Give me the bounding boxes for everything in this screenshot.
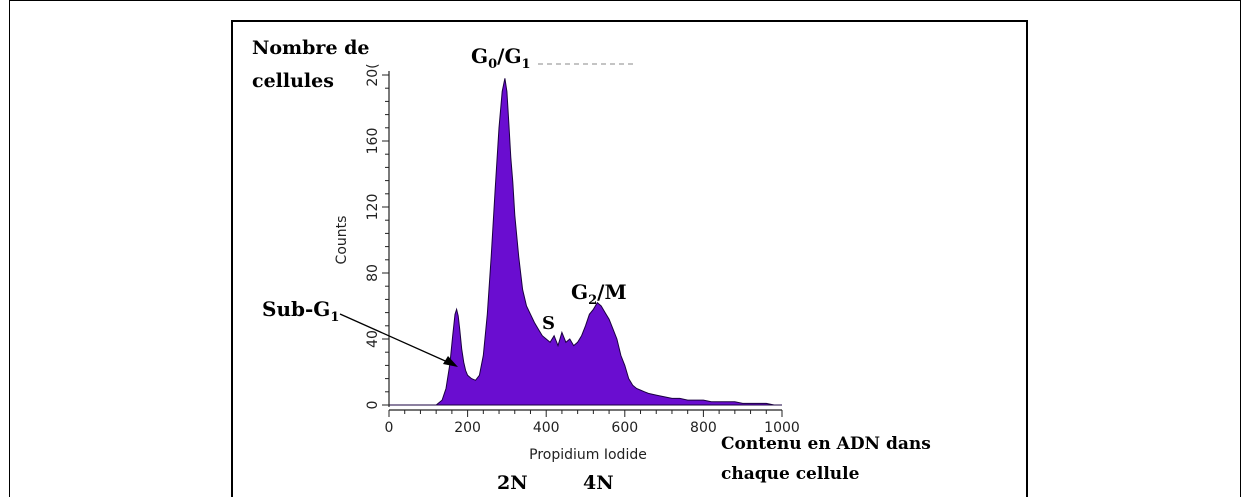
y-tick-label: 20(: [365, 63, 381, 86]
xlabel-fr-line2: chaque cellule: [721, 464, 860, 484]
peak-label-subg1: Sub-G1: [262, 297, 339, 325]
y-tick-label: 120: [365, 194, 381, 221]
plot-area: [389, 78, 782, 406]
x-axis: 0 200 400 600 800 1000: [385, 409, 800, 436]
histogram-area: [389, 78, 782, 406]
subg1-arrow-line: [339, 313, 453, 365]
subg1-arrow-head: [443, 356, 458, 367]
inner-frame: [231, 20, 1028, 497]
x-tick-label: 600: [611, 420, 638, 436]
y-axis-label: Counts: [334, 216, 350, 265]
peak-label-g0g1: G0/G1: [471, 44, 531, 72]
ylabel-fr-line2: cellules: [252, 70, 334, 92]
ploidy-4n: 4N: [583, 472, 614, 494]
x-tick-label: 0: [385, 420, 394, 436]
x-axis-label: Propidium Iodide: [529, 447, 647, 463]
y-tick-label: 0: [365, 401, 381, 410]
y-axis: 0 40 80 120 160 20(: [365, 63, 390, 410]
y-tick-label: 80: [365, 264, 381, 282]
outer-frame-top: [9, 0, 1241, 1]
y-tick-label: 160: [365, 128, 381, 155]
x-tick-label: 800: [690, 420, 717, 436]
x-tick-label: 400: [533, 420, 560, 436]
ylabel-fr-line1: Nombre de: [252, 37, 370, 59]
peak-label-s: S: [542, 313, 555, 334]
peak-label-g2m: G2/M: [571, 280, 627, 308]
xlabel-fr-line1: Contenu en ADN dans: [721, 434, 931, 454]
x-tick-label: 200: [454, 420, 481, 436]
y-tick-label: 40: [365, 330, 381, 348]
x-tick-label: 1000: [764, 420, 800, 436]
outer-frame: [9, 0, 1241, 497]
ploidy-2n: 2N: [497, 472, 528, 494]
